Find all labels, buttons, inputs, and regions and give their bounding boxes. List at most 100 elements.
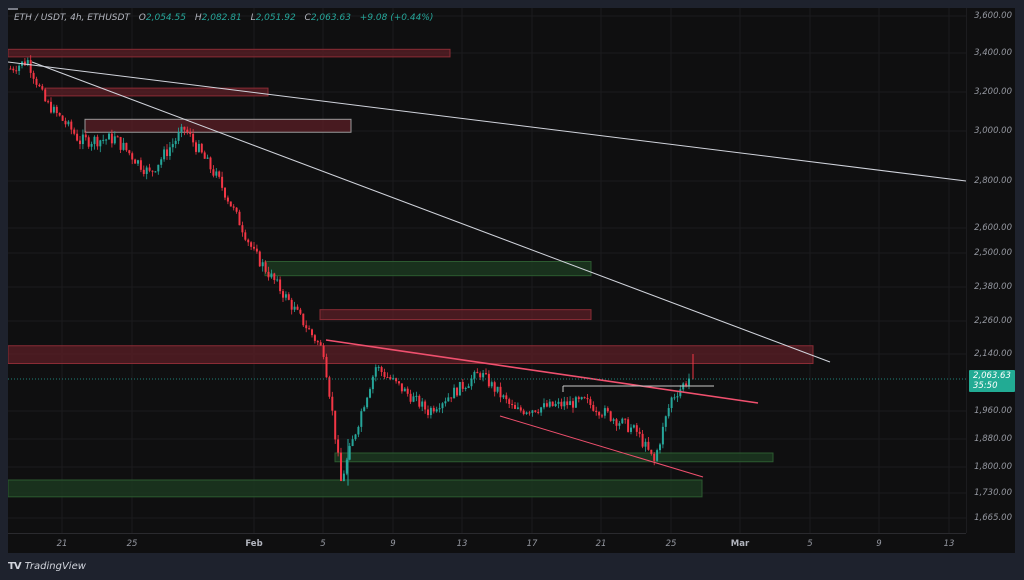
candle-down	[406, 388, 409, 394]
close-value: 2,063.63	[310, 13, 351, 23]
candle-down	[487, 373, 490, 387]
candle-up	[122, 142, 125, 150]
candle-up	[688, 378, 690, 386]
candle-up	[137, 160, 139, 164]
candle-up	[502, 395, 505, 398]
trendline-red-lower	[499, 415, 704, 478]
candle-up	[348, 446, 351, 460]
chart-plot-area[interactable]: ETH / USDT, 4h, ETHUSDT O2,054.55 H2,082…	[8, 8, 966, 533]
candle-down	[119, 137, 122, 150]
price-tick: 1,800.00	[974, 462, 1012, 472]
tradingview-brand[interactable]: TradingView	[24, 560, 86, 572]
candle-down	[139, 160, 142, 170]
candle-down	[76, 133, 79, 141]
candle-down	[325, 356, 328, 378]
candle-down	[627, 419, 630, 432]
candle-up	[540, 407, 543, 413]
candle-down	[151, 170, 154, 172]
candle-down	[247, 239, 250, 243]
open-value: 2,054.55	[145, 13, 186, 23]
candle-down	[499, 386, 502, 398]
candle-up	[168, 147, 171, 156]
candle-down	[641, 433, 644, 447]
candle-up	[470, 378, 473, 387]
candle-up	[676, 396, 679, 398]
price-tick: 3,600.00	[974, 11, 1012, 21]
tradingview-logo-icon[interactable]: TV	[8, 560, 22, 572]
candle-up	[482, 373, 485, 378]
candle-down	[61, 115, 64, 121]
candle-up	[52, 106, 55, 113]
candle-down	[409, 393, 412, 402]
candle-up	[293, 306, 296, 310]
candle-down	[302, 313, 305, 326]
candle-up	[215, 171, 218, 176]
candle-up	[644, 441, 647, 447]
price-tick: 3,000.00	[974, 126, 1012, 136]
candle-up	[99, 140, 102, 147]
candle-down	[635, 425, 638, 432]
candle-down	[96, 136, 99, 147]
candle-down	[244, 232, 247, 240]
supply-zone	[319, 309, 592, 321]
candle-up	[421, 401, 424, 407]
candle-down	[212, 169, 215, 176]
candle-down	[400, 383, 403, 392]
price-tick: 2,260.00	[974, 316, 1012, 326]
candle-up	[548, 401, 551, 407]
symbol-label[interactable]: ETH / USDT, 4h, ETHUSDT	[14, 13, 130, 23]
candle-down	[264, 262, 267, 272]
candle-down	[589, 399, 592, 405]
candle-down	[528, 412, 531, 414]
candle-up	[145, 167, 148, 174]
candle-down	[221, 176, 224, 188]
candle-up	[630, 427, 632, 432]
candle-down	[87, 137, 90, 147]
candle-up	[374, 367, 377, 377]
supply-zone	[8, 345, 814, 364]
candle-down	[134, 159, 137, 164]
candle-down	[395, 378, 398, 382]
candle-down	[70, 121, 73, 130]
demand-zone	[264, 261, 592, 277]
candle-down	[427, 409, 429, 416]
time-axis[interactable]: 21 25 Feb 5 9 13 17 21 25 Mar 5 9 13	[8, 533, 966, 554]
candle-up	[656, 450, 659, 461]
bar-countdown: 35:50	[973, 381, 998, 391]
candle-down	[238, 211, 241, 226]
chart-canvas[interactable]	[8, 8, 966, 533]
candle-up	[557, 401, 560, 404]
candle-up	[464, 387, 467, 389]
candle-down	[258, 251, 261, 267]
price-axis[interactable]: 3,600.00 3,400.00 3,200.00 3,000.00 2,800.00…	[966, 8, 1016, 533]
candle-up	[351, 439, 354, 447]
candle-down	[224, 187, 226, 198]
candle-down	[29, 60, 32, 73]
candle-down	[508, 399, 511, 404]
candle-up	[366, 397, 369, 408]
candle-up	[261, 262, 264, 267]
candle-up	[93, 136, 96, 144]
candle-down	[64, 120, 67, 125]
trendline-white-steep	[31, 61, 831, 363]
candle-up	[574, 397, 577, 408]
candle-up	[108, 133, 110, 140]
time-tick: Mar	[730, 539, 750, 549]
candle-down	[195, 142, 197, 152]
symbol-legend: ETH / USDT, 4h, ETHUSDT O2,054.55 H2,082…	[14, 13, 434, 23]
candle-down	[432, 407, 435, 412]
candle-down	[340, 452, 342, 482]
candle-up	[412, 396, 415, 402]
time-tick: 21	[56, 539, 68, 549]
candle-down	[316, 340, 319, 343]
candle-down	[209, 157, 212, 170]
time-tick: Feb	[245, 539, 263, 549]
candle-down	[606, 408, 609, 412]
candle-down	[647, 441, 650, 450]
candle-down	[685, 383, 688, 386]
candle-down	[653, 453, 656, 461]
candle-down	[319, 342, 322, 346]
candle-up	[177, 132, 180, 141]
candle-down	[511, 403, 514, 406]
last-price-label: 2,063.63 35:50	[969, 370, 1015, 392]
